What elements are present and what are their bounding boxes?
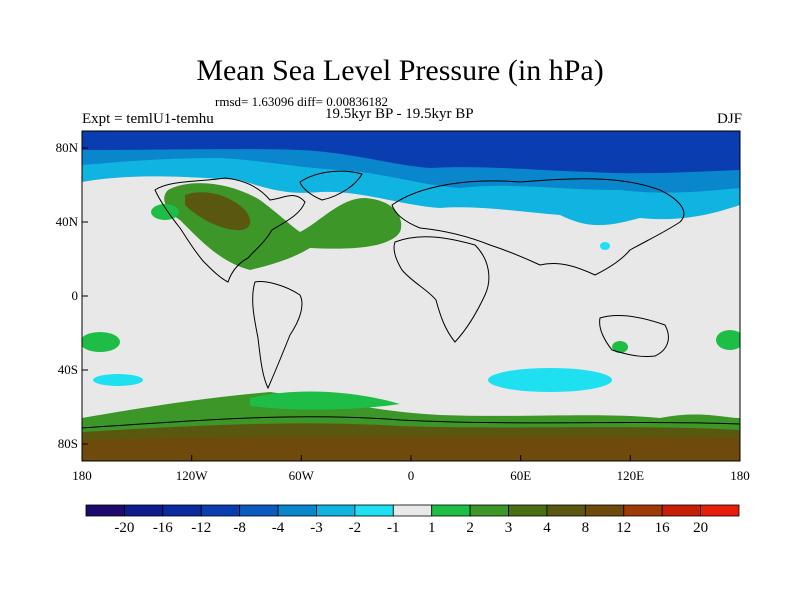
east-asia-low [600, 242, 610, 250]
latitude-ticks [82, 147, 88, 445]
period-text: 19.5kyr BP - 19.5kyr BP [325, 106, 474, 122]
colorbar-label: 2 [466, 520, 474, 536]
lon-tick-label: 120W [175, 468, 208, 483]
colorbar-swatch [392, 504, 433, 517]
map-title: Mean Sea Level Pressure (in hPa) [196, 54, 604, 87]
colorbar-label: 16 [654, 520, 670, 536]
north-america-strong [185, 192, 251, 231]
colorbar-label: 1 [427, 520, 436, 536]
colorbar-label: 12 [616, 520, 632, 536]
australia-patch [612, 341, 628, 353]
colorbar-label: 4 [543, 520, 551, 536]
season-label: DJF [716, 111, 742, 127]
antarctica-core [82, 436, 740, 461]
lat-tick-label: 0 [71, 288, 79, 303]
south-pacific-patch-west [82, 332, 120, 352]
drake-passage-band [250, 391, 400, 410]
south-pacific-patch-east [716, 330, 740, 350]
colorbar-label: -4 [271, 520, 285, 536]
colorbar-swatch [239, 504, 279, 517]
stats-text: rmsd= 1.63096 diff= 0.00836182 [215, 94, 388, 109]
arctic-core [82, 131, 740, 174]
lat-tick-label: 80S [57, 436, 78, 451]
colorbar-swatch [508, 504, 548, 517]
coastlines [82, 170, 740, 429]
colorbar-label: -3 [310, 520, 323, 536]
colorbar [85, 504, 740, 517]
experiment-label: Expt = temlU1-temhu [82, 111, 214, 127]
lon-tick-label: 0 [407, 468, 415, 483]
colorbar-swatch [277, 504, 317, 517]
colorbar-label: 20 [693, 520, 709, 536]
lon-tick-label: 180 [730, 468, 750, 483]
south-indian-low [488, 368, 612, 392]
lon-tick-label: 120E [616, 468, 645, 483]
colorbar-swatch [85, 504, 125, 517]
lat-tick-label: 40S [57, 362, 78, 377]
colorbar-swatch [469, 504, 509, 517]
colorbar-swatch [354, 504, 394, 517]
pressure-field [82, 131, 740, 461]
colorbar-label: 8 [581, 520, 590, 536]
colorbar-swatch [661, 504, 701, 517]
colorbar-swatch [584, 504, 625, 517]
colorbar-label: -2 [348, 520, 362, 536]
colorbar-swatch [124, 504, 164, 517]
colorbar-swatch [546, 504, 586, 517]
colorbar-label: -1 [387, 520, 400, 536]
lon-tick-label: 180 [72, 468, 92, 483]
colorbar-label: -8 [233, 520, 246, 536]
colorbar-swatch [431, 504, 471, 517]
lon-tick-label: 60W [288, 468, 314, 483]
colorbar-swatch [316, 504, 356, 517]
colorbar-label: 3 [504, 520, 513, 536]
colorbar-swatch [200, 504, 241, 517]
lat-tick-label: 80N [55, 140, 78, 155]
colorbar-label: -16 [152, 520, 173, 536]
lat-tick-label: 40N [55, 214, 78, 229]
lon-tick-label: 60E [510, 468, 532, 483]
colorbar-swatch [162, 504, 202, 517]
south-pacific-low [93, 374, 143, 386]
colorbar-label: -20 [114, 520, 135, 536]
longitude-ticks [81, 455, 741, 461]
north-pacific-patch [151, 204, 179, 220]
colorbar-swatch [623, 504, 663, 517]
colorbar-swatch [700, 504, 740, 517]
colorbar-label: -12 [191, 520, 212, 536]
